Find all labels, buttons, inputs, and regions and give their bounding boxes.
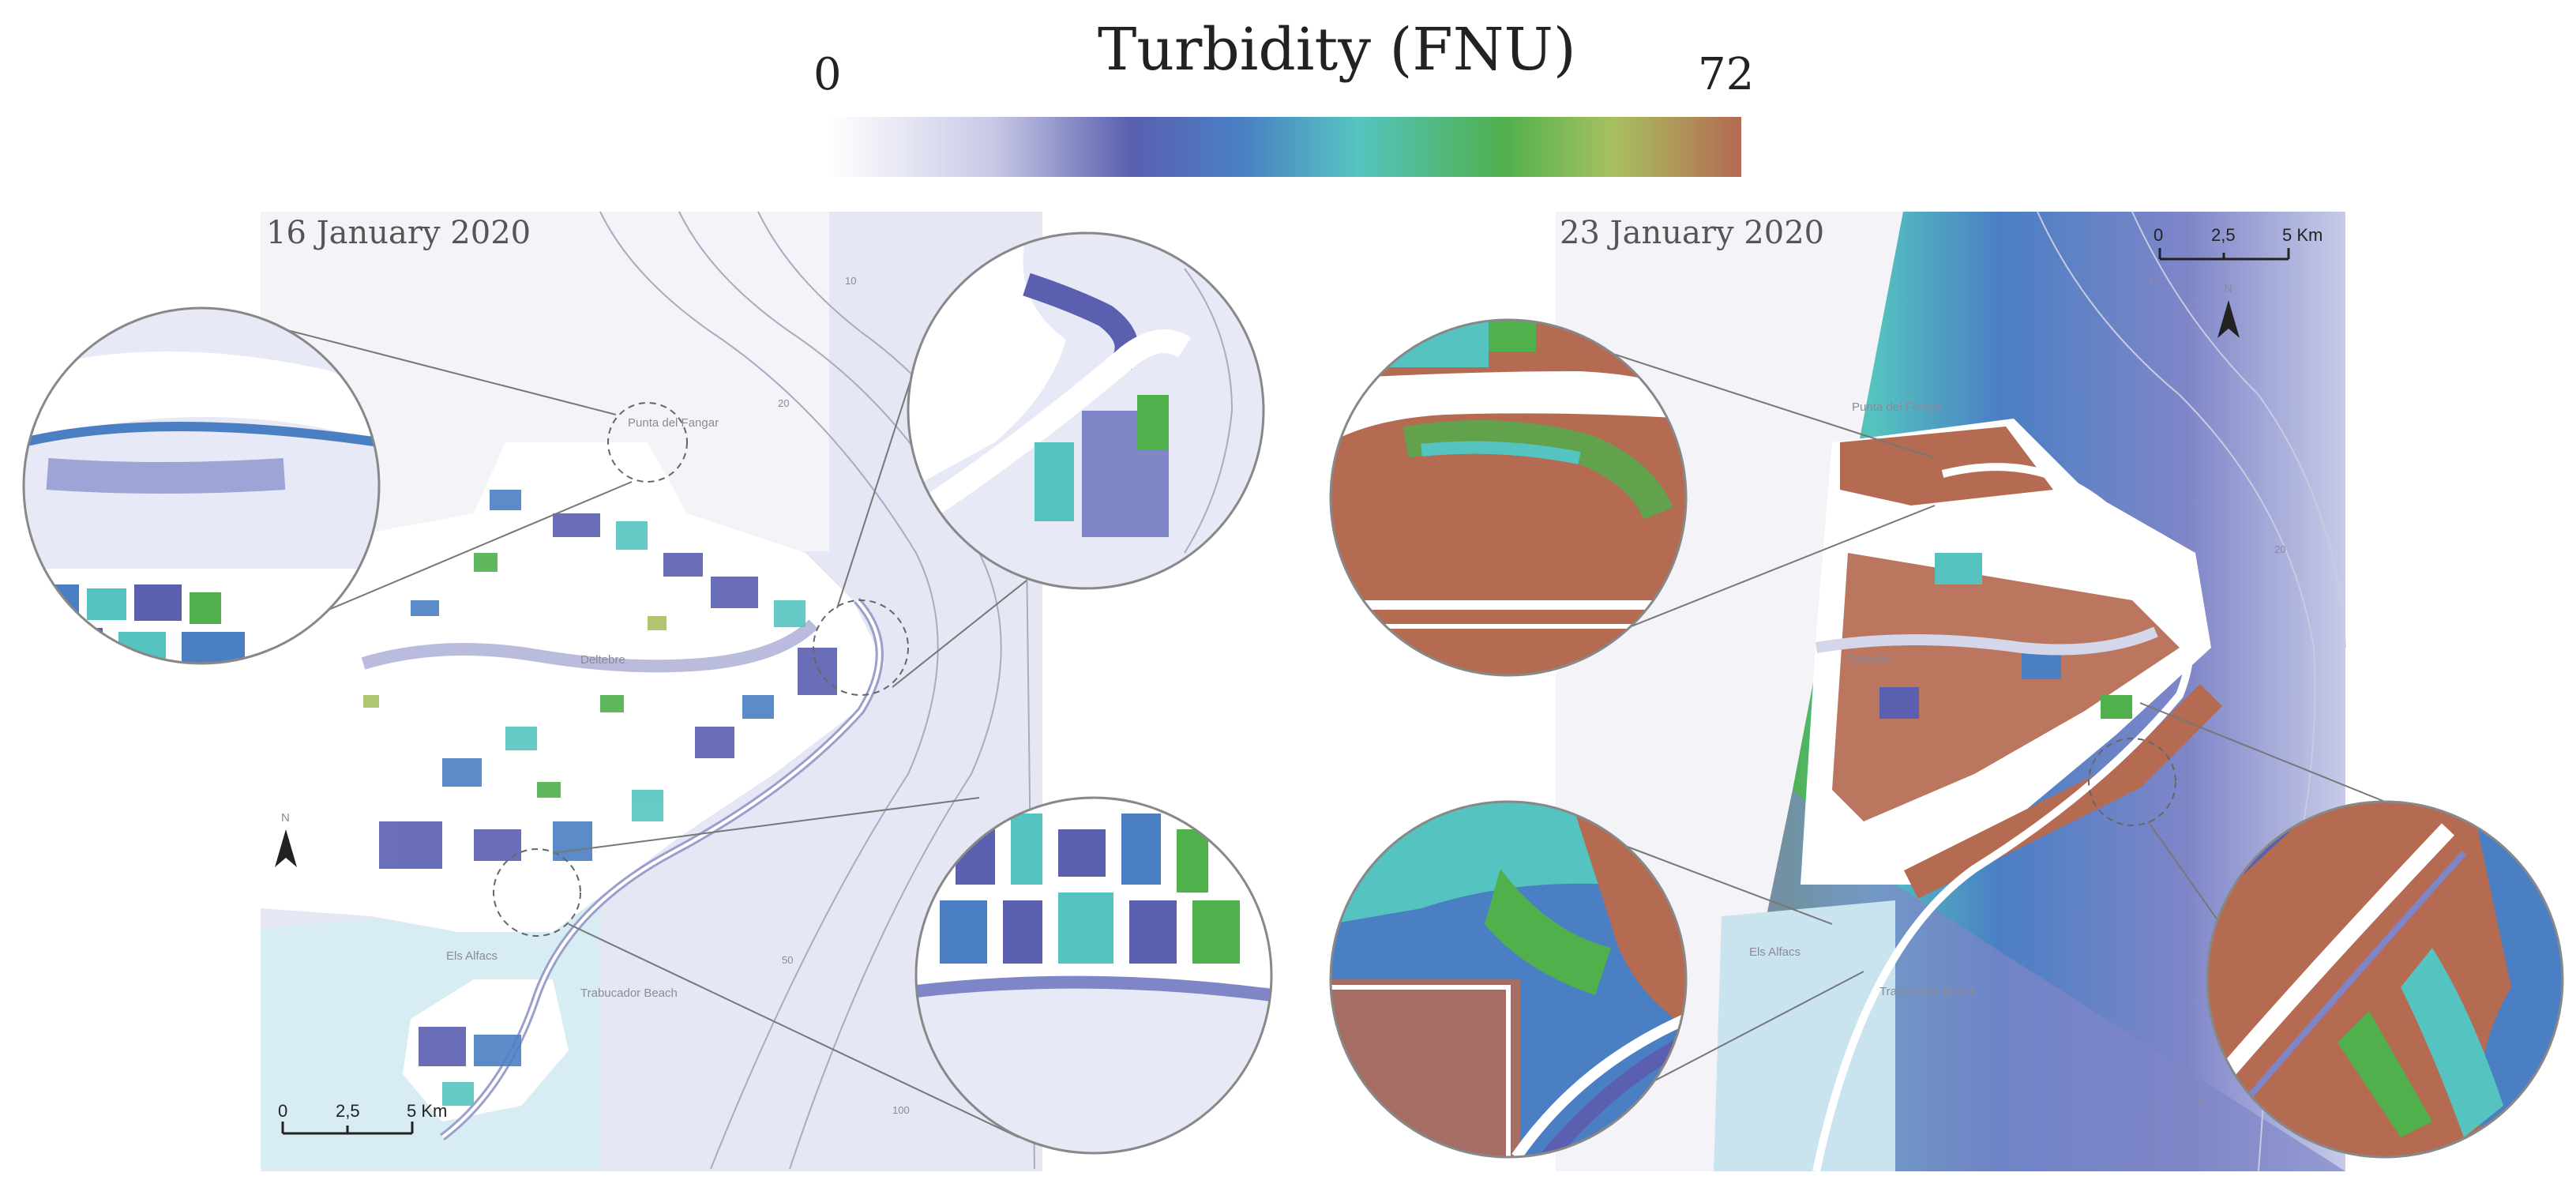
svg-text:2,5: 2,5 — [336, 1101, 360, 1121]
svg-text:N: N — [2224, 282, 2232, 295]
contour-label-left-3: 50 — [782, 954, 793, 966]
north-arrow-left-icon: N — [275, 811, 297, 867]
panel-right-map: Punta del Fangar Deltebre Els Alfacs Tra… — [1508, 211, 2386, 1173]
svg-text:0: 0 — [278, 1101, 287, 1121]
inset-left-mouth — [907, 231, 1265, 590]
place-punta-del-fangar-left: Punta del Fangar — [628, 416, 719, 430]
legend-max-label: 72 — [1698, 49, 1755, 100]
legend-min-label: 0 — [813, 49, 842, 100]
inset-right-coast — [2206, 800, 2564, 1159]
place-els-alfacs-left: Els Alfacs — [446, 949, 498, 963]
contour-label-left-2: 20 — [778, 397, 789, 409]
legend-title: Turbidity (FNU) — [1098, 16, 1576, 84]
place-deltebre-right: Deltebre — [1848, 653, 1893, 667]
place-trabucador-left: Trabucador Beach — [580, 986, 678, 1000]
turbidity-patches-left — [363, 490, 837, 1106]
turbidity-patches-right — [1832, 427, 2223, 899]
inset-left-fangar — [22, 306, 381, 665]
svg-text:5 Km: 5 Km — [407, 1101, 447, 1121]
scale-bar-left: 0 2,5 5 Km — [278, 1101, 447, 1135]
svg-text:N: N — [281, 811, 290, 825]
panel-left-date: 16 January 2020 — [266, 215, 531, 251]
contour-label-right-1: 10 — [2148, 275, 2159, 287]
place-punta-del-fangar-right: Punta del Fangar — [1852, 400, 1943, 414]
contour-label-left-4: 100 — [892, 1104, 910, 1116]
panel-right-date: 23 January 2020 — [1560, 215, 1825, 251]
contour-label-right-3: 50 — [2195, 1096, 2206, 1108]
contour-label-left-1: 10 — [845, 275, 856, 287]
legend-colorbar — [829, 117, 1741, 177]
inset-right-fangar — [1329, 318, 1688, 677]
place-trabucador-right: Trabucador Beach — [1879, 985, 1977, 998]
contour-label-right-2: 20 — [2274, 543, 2285, 555]
north-arrow-right-icon: N — [2217, 282, 2240, 338]
inset-left-trabucador — [914, 796, 1273, 1155]
place-deltebre-left: Deltebre — [580, 653, 625, 667]
place-els-alfacs-right: Els Alfacs — [1749, 945, 1801, 959]
scale-bar-right: 0 2,5 5 Km — [2154, 225, 2323, 261]
svg-text:0: 0 — [2154, 225, 2163, 245]
svg-text:5 Km: 5 Km — [2282, 225, 2323, 245]
svg-text:2,5: 2,5 — [2211, 225, 2236, 245]
inset-right-alfacs — [1329, 800, 1688, 1159]
